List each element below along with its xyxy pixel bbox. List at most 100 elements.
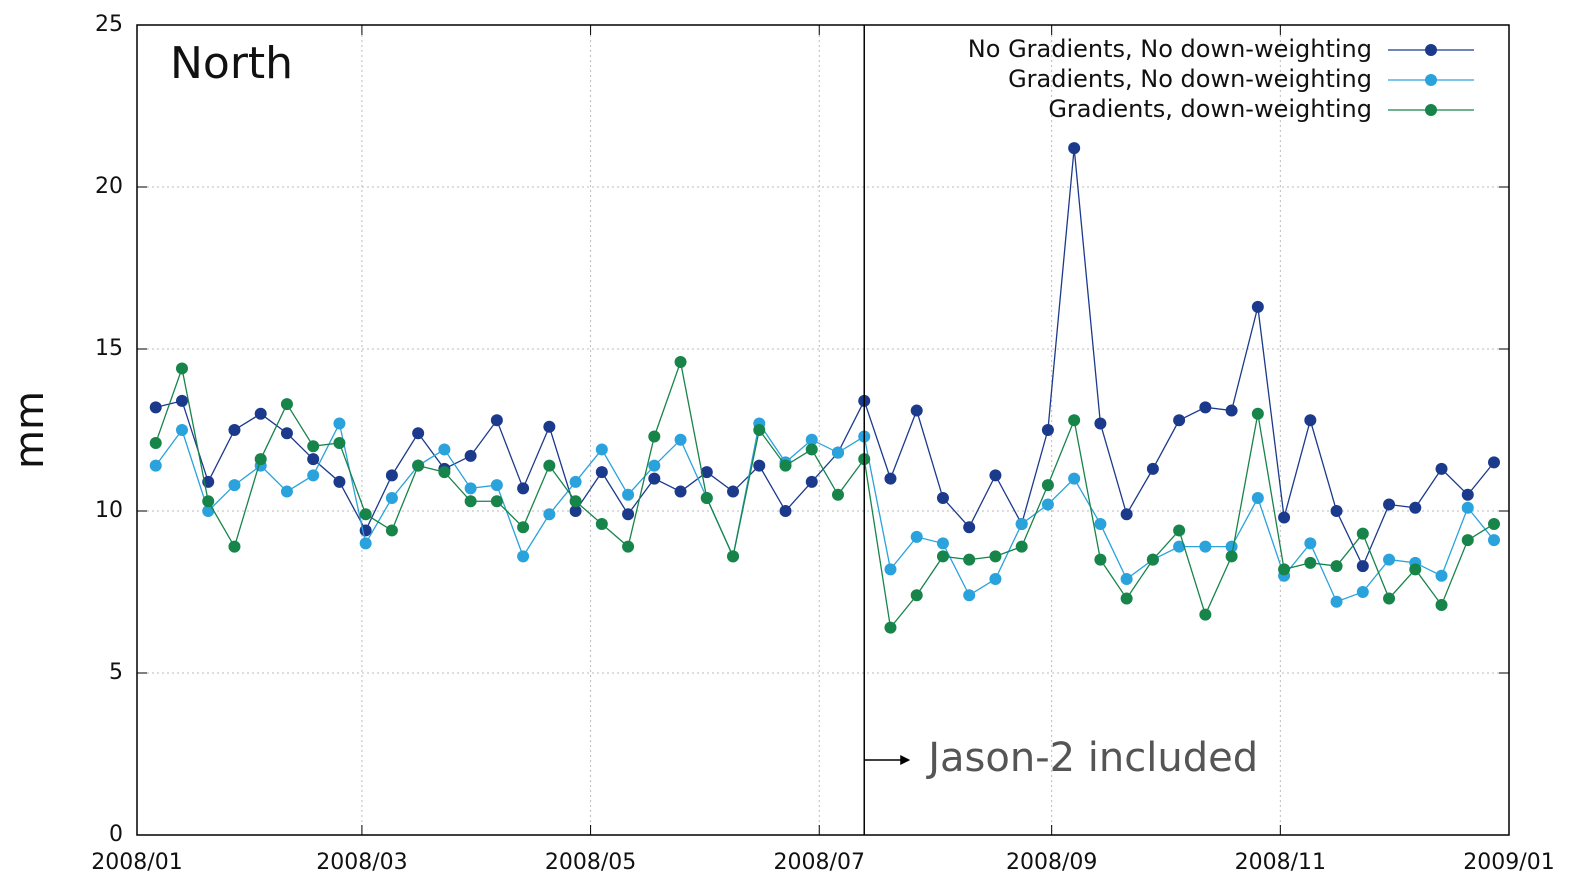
plot-area (149, 142, 1501, 634)
data-point (543, 459, 556, 472)
data-point (1041, 498, 1054, 511)
data-point (307, 453, 320, 466)
data-point (1120, 508, 1133, 521)
data-point (1409, 501, 1422, 514)
data-point (989, 550, 1002, 563)
legend-marker (1425, 44, 1437, 56)
data-point (517, 521, 530, 534)
data-point (884, 621, 897, 634)
data-point (831, 446, 844, 459)
annotation: Jason-2 included (925, 735, 1258, 781)
data-point (595, 517, 608, 530)
data-point (1251, 407, 1264, 420)
data-point (1041, 479, 1054, 492)
data-point (1304, 414, 1317, 427)
data-point (1304, 537, 1317, 550)
data-point (175, 362, 188, 375)
data-point (595, 466, 608, 479)
data-point (884, 472, 897, 485)
data-point (700, 492, 713, 505)
data-point (464, 449, 477, 462)
data-point (1146, 553, 1159, 566)
data-point (1304, 556, 1317, 569)
chart-title: North (170, 38, 293, 89)
data-point (149, 436, 162, 449)
data-point (1146, 462, 1159, 475)
y-tick-label: 5 (109, 660, 123, 685)
data-point (1383, 553, 1396, 566)
data-point (1173, 524, 1186, 537)
data-point (1251, 492, 1264, 505)
y-axis-label: mm (7, 391, 53, 469)
data-point (1278, 563, 1291, 576)
x-tick-label: 2008/03 (316, 850, 407, 875)
data-point (1068, 142, 1081, 155)
data-point (149, 401, 162, 414)
data-point (333, 475, 346, 488)
x-tick-label: 2008/01 (91, 850, 182, 875)
data-point (280, 485, 293, 498)
data-point (175, 394, 188, 407)
data-point (490, 414, 503, 427)
series-line (155, 421, 1495, 603)
data-point (989, 573, 1002, 586)
data-point (569, 505, 582, 517)
data-point (831, 488, 844, 501)
data-point (517, 482, 530, 495)
data-point (1015, 517, 1028, 530)
legend-label: Gradients, No down-weighting (1008, 65, 1372, 93)
annotation-arrowhead (900, 755, 911, 765)
data-point (569, 475, 582, 488)
data-point (438, 443, 451, 456)
data-point (1015, 540, 1028, 553)
data-point (1488, 534, 1501, 547)
data-point (648, 430, 661, 443)
data-point (1461, 501, 1474, 514)
x-tick-label: 2009/01 (1463, 850, 1554, 875)
data-point (936, 550, 949, 563)
data-point (989, 469, 1002, 482)
data-point (307, 440, 320, 453)
data-point (1199, 540, 1212, 553)
data-point (648, 459, 661, 472)
data-point (149, 459, 162, 472)
data-point (805, 475, 818, 488)
data-point (1094, 553, 1107, 566)
data-point (1225, 404, 1238, 417)
data-point (727, 485, 740, 498)
data-point (333, 417, 346, 430)
data-point (1278, 511, 1291, 524)
plot-frame (136, 24, 1510, 836)
data-point (1488, 517, 1501, 530)
x-tick-label: 2008/09 (1006, 850, 1097, 875)
data-point (202, 505, 215, 517)
data-point (1356, 560, 1369, 573)
data-point (1068, 414, 1081, 427)
x-tick-label: 2008/07 (774, 850, 865, 875)
data-point (910, 589, 923, 602)
y-tick-label: 0 (109, 822, 123, 847)
legend-label: No Gradients, No down-weighting (968, 35, 1372, 63)
data-point (1435, 462, 1448, 475)
data-point (936, 537, 949, 550)
data-point (963, 521, 976, 534)
data-point (910, 530, 923, 543)
data-point (175, 424, 188, 436)
data-point (1199, 401, 1212, 414)
data-point (490, 479, 503, 492)
legend-marker (1425, 74, 1437, 86)
data-point (674, 355, 687, 368)
y-tick-label: 25 (95, 12, 123, 37)
series-line (155, 148, 1495, 568)
data-point (385, 492, 398, 505)
series-line (155, 359, 1495, 630)
data-point (412, 427, 425, 440)
data-point (464, 495, 477, 508)
data-point (307, 469, 320, 482)
data-point (543, 420, 556, 433)
data-point (254, 407, 267, 420)
y-tick-label: 10 (95, 498, 123, 523)
data-point (1094, 417, 1107, 430)
data-point (1435, 598, 1448, 611)
